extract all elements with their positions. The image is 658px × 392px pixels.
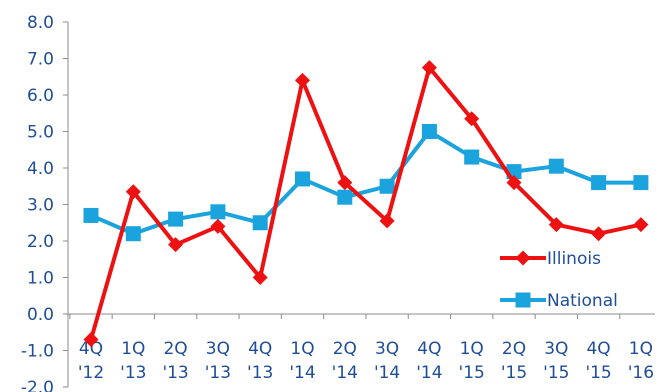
series-line-illinois: [89, 65, 642, 341]
x-tick-label: 3Q '14: [374, 339, 400, 383]
data-point-national: [125, 226, 141, 242]
data-point-illinois: [168, 237, 184, 253]
x-tick-label: 4Q '13: [247, 339, 273, 383]
x-tick-label: 3Q '13: [205, 339, 231, 383]
y-tick-label: 0.0: [27, 305, 54, 325]
data-point-illinois: [591, 226, 607, 242]
data-point-illinois: [506, 175, 522, 191]
data-point-illinois: [125, 184, 141, 200]
y-tick-label: 2.0: [27, 232, 54, 252]
legend-label-national: National: [547, 291, 618, 311]
legend-label-illinois: Illinois: [547, 249, 601, 269]
data-point-illinois: [464, 111, 480, 127]
data-point-illinois: [210, 218, 226, 234]
legend-entry-illinois: Illinois: [500, 249, 601, 269]
x-tick-label: 2Q '13: [162, 339, 188, 383]
axes: [63, 21, 655, 388]
data-point-illinois: [252, 270, 268, 285]
y-tick-label: -2.0: [21, 378, 54, 392]
legend-entry-national: National: [500, 291, 618, 311]
y-tick-label: 8.0: [27, 13, 54, 33]
y-axis-tick-labels: 8.0 7.0 6.0 5.0 4.0 3.0 2.0 1.0 0.0 -1.0 -2.0: [21, 13, 54, 392]
y-tick-label: 5.0: [27, 123, 54, 143]
x-tick-label: 1Q '13: [120, 339, 146, 383]
y-tick-label: 1.0: [27, 269, 54, 289]
x-tick-label: 4Q '12: [78, 339, 104, 383]
x-tick-label: 2Q '15: [501, 339, 527, 383]
y-tick-label: 4.0: [27, 159, 54, 179]
data-point-national: [337, 189, 353, 205]
data-point-illinois: [633, 217, 649, 233]
legend-marker-illinois: [515, 250, 531, 266]
data-point-national: [548, 158, 564, 174]
series-layer: [83, 60, 649, 348]
x-tick-label: 1Q '16: [628, 339, 654, 383]
data-point-national: [421, 124, 437, 139]
data-point-illinois: [337, 175, 353, 191]
data-point-illinois: [83, 332, 99, 348]
x-tick-label: 2Q '14: [332, 339, 358, 383]
data-point-national: [464, 149, 480, 165]
data-point-national: [252, 215, 268, 231]
y-tick-label: 3.0: [27, 196, 54, 216]
y-tick-label: 7.0: [27, 50, 54, 70]
x-tick-label: 1Q '14: [289, 339, 315, 383]
data-point-national: [379, 178, 395, 194]
y-tick-label: -1.0: [21, 342, 54, 362]
legend: Illinois National: [500, 249, 618, 311]
x-tick-label: 3Q '15: [543, 339, 569, 383]
data-point-national: [210, 204, 226, 220]
x-tick-label: 4Q '14: [416, 339, 442, 383]
series-illinois: [83, 60, 649, 348]
data-point-illinois: [548, 217, 564, 233]
x-tick-label: 1Q '15: [459, 339, 485, 383]
data-point-national: [591, 175, 607, 191]
x-axis-tick-labels: 4Q '12 1Q '13 2Q '13 3Q '13 4Q '13 1Q '14 2Q '14 3Q '14…: [78, 339, 654, 383]
data-point-illinois: [379, 213, 395, 229]
legend-marker-national: [515, 292, 531, 308]
series-national: [83, 124, 649, 242]
data-point-national: [168, 211, 184, 227]
data-point-national: [295, 171, 310, 187]
x-tick-label: 4Q '15: [585, 339, 611, 383]
data-point-national: [633, 175, 649, 191]
y-tick-label: 6.0: [27, 86, 54, 106]
data-point-national: [83, 207, 99, 223]
data-point-illinois: [295, 72, 310, 88]
data-point-illinois: [421, 60, 437, 76]
